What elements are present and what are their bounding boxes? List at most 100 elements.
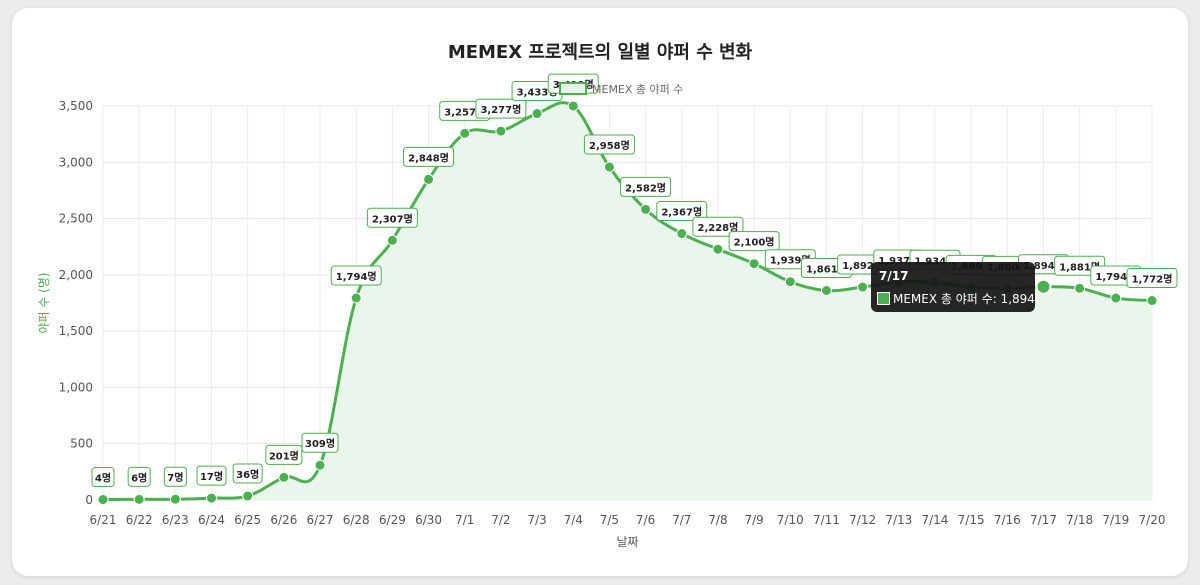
data-label: 3,433명 xyxy=(517,86,558,99)
x-tick-label: 7/4 xyxy=(564,513,583,527)
data-label-box xyxy=(265,444,303,465)
x-tick-label: 7/5 xyxy=(600,513,619,527)
x-tick-label: 7/2 xyxy=(491,513,510,527)
data-point xyxy=(531,108,543,120)
data-label: 7명 xyxy=(167,471,183,484)
x-tick-label: 6/23 xyxy=(162,513,189,527)
data-label-box xyxy=(232,463,263,484)
data-point xyxy=(857,281,869,293)
legend-swatch xyxy=(559,82,587,95)
area-fill xyxy=(103,102,1152,500)
x-tick-label: 6/28 xyxy=(343,513,370,527)
tooltip: 7/17 MEMEX 총 야퍼 수: 1,894 xyxy=(871,262,1035,312)
data-label: 2,582명 xyxy=(625,181,666,194)
data-label-box xyxy=(475,98,527,119)
data-label-box xyxy=(656,201,708,222)
data-label-box xyxy=(301,432,339,453)
data-label: 2,307명 xyxy=(372,212,413,225)
legend-label: MEMEX 총 야퍼 수 xyxy=(592,83,683,96)
y-tick-label: 1,000 xyxy=(59,380,93,394)
x-tick-label: 7/3 xyxy=(527,513,546,527)
data-point xyxy=(820,285,832,297)
x-tick-label: 7/17 xyxy=(1030,513,1057,527)
data-label-box xyxy=(583,134,635,155)
x-tick-label: 7/6 xyxy=(636,513,655,527)
y-axis-title: 야퍼 수 (명) xyxy=(37,272,51,333)
data-label: 2,958명 xyxy=(589,139,630,152)
data-point xyxy=(676,228,688,240)
data-label: 2,228명 xyxy=(698,221,739,234)
data-label-box xyxy=(163,466,187,487)
x-axis-title: 날짜 xyxy=(616,535,638,549)
x-tick-label: 6/26 xyxy=(270,513,297,527)
x-tick-label: 6/30 xyxy=(415,513,442,527)
data-label: 3,257명 xyxy=(444,105,485,118)
data-label: 201명 xyxy=(269,449,299,462)
data-label: 1,939명 xyxy=(770,254,811,267)
x-tick-label: 7/11 xyxy=(813,513,840,527)
data-label-box xyxy=(366,207,418,228)
data-point xyxy=(314,459,326,471)
data-point xyxy=(712,243,724,255)
y-tick-label: 1,500 xyxy=(59,324,93,338)
x-tick-label: 6/22 xyxy=(126,513,153,527)
data-label-box xyxy=(91,467,115,488)
data-label-box xyxy=(403,146,455,167)
data-point xyxy=(603,161,615,173)
data-label: 2,100명 xyxy=(734,236,775,249)
data-label-box xyxy=(728,231,780,252)
data-point xyxy=(386,234,398,246)
data-label-box xyxy=(127,466,151,487)
data-point xyxy=(1110,292,1122,304)
tooltip-body: MEMEX 총 야퍼 수: 1,894 xyxy=(877,290,1035,307)
x-tick-label: 7/7 xyxy=(672,513,691,527)
data-label: 2,367명 xyxy=(661,206,702,219)
data-point xyxy=(206,492,218,504)
data-point xyxy=(169,493,181,505)
x-tick-label: 6/24 xyxy=(198,513,225,527)
data-label-box xyxy=(196,465,227,486)
data-point xyxy=(748,258,760,270)
data-point xyxy=(97,494,109,506)
data-label: 36명 xyxy=(236,468,259,481)
x-tick-label: 6/27 xyxy=(307,513,334,527)
x-tick-label: 7/8 xyxy=(708,513,727,527)
x-tick-label: 7/19 xyxy=(1102,513,1129,527)
data-point xyxy=(133,493,145,505)
data-point xyxy=(242,490,254,502)
x-tick-label: 7/9 xyxy=(744,513,763,527)
x-tick-label: 7/1 xyxy=(455,513,474,527)
data-point xyxy=(350,292,362,304)
y-tick-label: 2,500 xyxy=(59,212,93,226)
data-point xyxy=(423,173,435,185)
data-point xyxy=(1035,278,1052,295)
y-tick-label: 2,000 xyxy=(59,268,93,282)
y-tick-label: 3,000 xyxy=(59,155,93,169)
x-tick-label: 6/29 xyxy=(379,513,406,527)
data-point xyxy=(640,203,652,215)
data-label: 1,794명 xyxy=(1095,270,1136,283)
data-label-box xyxy=(330,265,382,286)
data-point xyxy=(784,276,796,288)
data-point xyxy=(278,471,290,483)
x-tick-label: 6/25 xyxy=(234,513,261,527)
data-label: 4명 xyxy=(95,472,111,485)
x-tick-label: 7/10 xyxy=(777,513,804,527)
data-label: 1,881명 xyxy=(1059,260,1100,273)
x-tick-label: 7/14 xyxy=(921,513,948,527)
tooltip-title: 7/17 xyxy=(879,269,909,283)
data-point xyxy=(567,100,579,112)
data-point xyxy=(1146,295,1158,307)
data-label: 309명 xyxy=(305,437,335,450)
y-tick-label: 0 xyxy=(85,493,93,507)
data-label: 17명 xyxy=(200,470,223,483)
x-tick-label: 7/16 xyxy=(994,513,1021,527)
y-tick-label: 3,500 xyxy=(59,99,93,113)
data-label: 2,848명 xyxy=(408,151,449,164)
tooltip-text: MEMEX 총 야퍼 수: 1,894 xyxy=(893,292,1035,306)
x-tick-label: 7/20 xyxy=(1139,513,1166,527)
tooltip-swatch xyxy=(877,292,890,305)
x-tick-label: 7/13 xyxy=(885,513,912,527)
data-label-box xyxy=(620,176,672,197)
